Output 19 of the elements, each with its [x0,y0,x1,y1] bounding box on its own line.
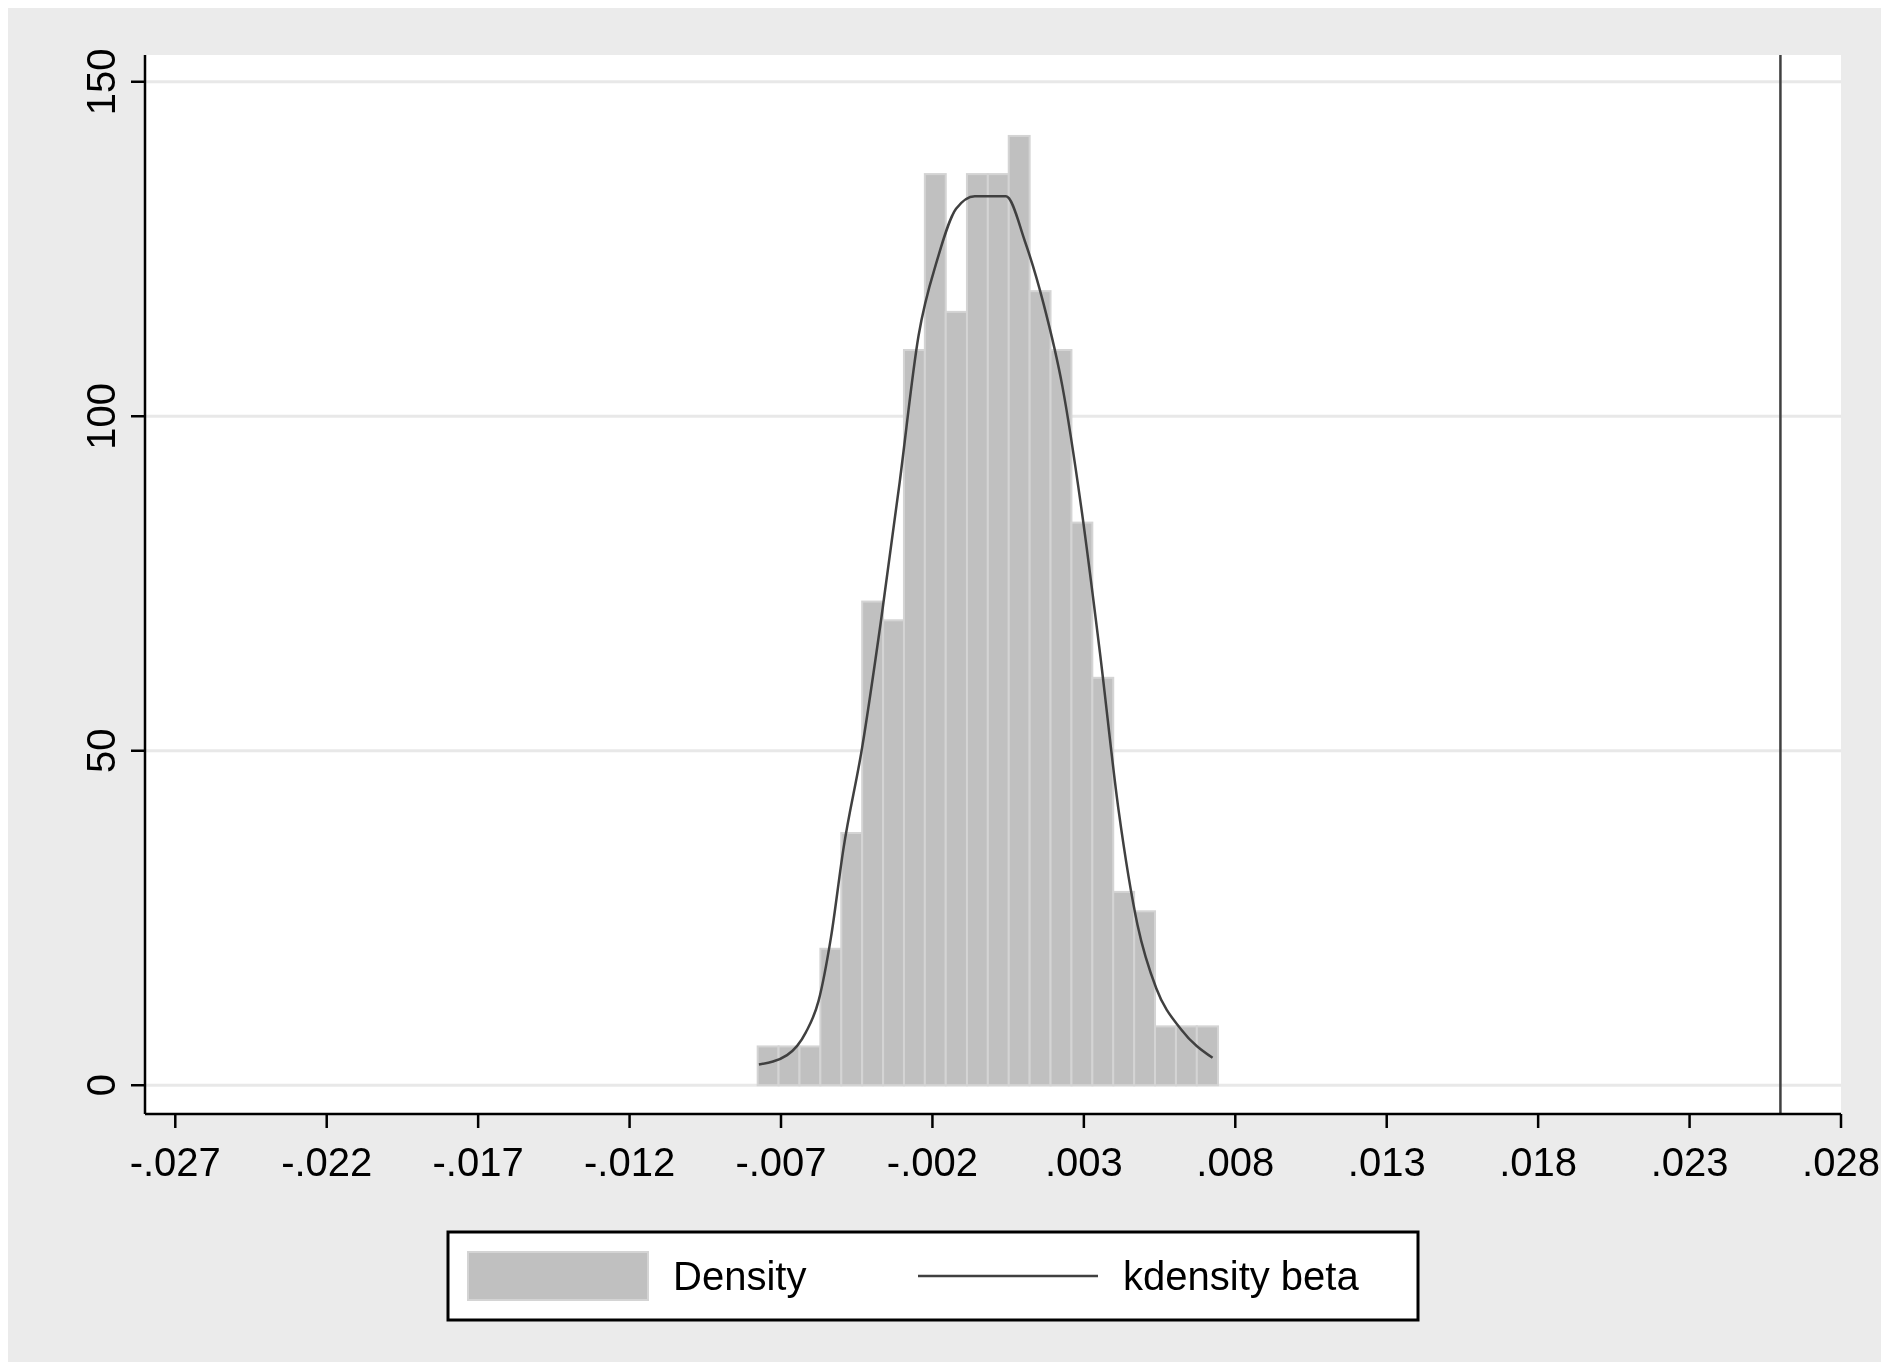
x-tick-label: .008 [1196,1140,1275,1184]
x-tick-label: -.017 [432,1140,524,1184]
x-tick-label: .003 [1044,1140,1123,1184]
y-tick-label: 150 [79,48,123,116]
x-tick-label: -.027 [129,1140,221,1184]
x-tick-label: -.002 [886,1140,979,1184]
x-tick-label: .013 [1347,1140,1426,1184]
x-tick-label: -.012 [583,1140,676,1184]
x-tick-label: .018 [1499,1140,1578,1184]
x-tick-label: .023 [1650,1140,1729,1184]
line-series [757,194,1214,1066]
x-tick-label: -.022 [281,1140,373,1184]
y-tick-label: 50 [79,728,123,773]
x-tick-label: -.007 [735,1140,827,1184]
x-tick-label: .028 [1802,1140,1880,1184]
legend-label: Density [673,1254,807,1298]
legend-label: kdensity beta [1123,1254,1360,1298]
y-tick-label: 0 [79,1074,123,1097]
y-tick-label: 100 [79,382,123,450]
